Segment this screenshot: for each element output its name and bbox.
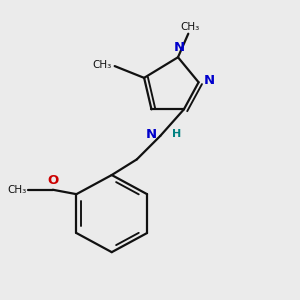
Text: N: N	[174, 41, 185, 54]
Text: CH₃: CH₃	[7, 185, 26, 195]
Text: N: N	[146, 128, 158, 141]
Text: CH₃: CH₃	[92, 60, 112, 70]
Text: H: H	[172, 128, 181, 139]
Text: O: O	[47, 174, 58, 188]
Text: CH₃: CH₃	[180, 22, 200, 32]
Text: N: N	[204, 74, 215, 87]
